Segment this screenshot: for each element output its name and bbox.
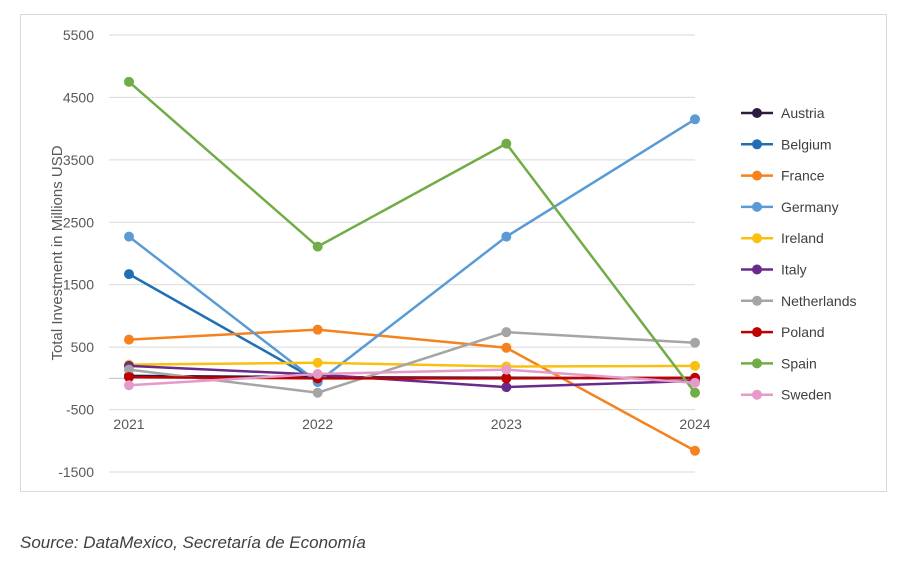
y-tick-label: 4500 [63,89,94,105]
series-line-netherlands [128,330,696,394]
data-point-spain [124,76,134,87]
legend-swatch-marker [752,389,762,400]
data-point-netherlands [690,337,700,348]
data-point-netherlands [501,327,512,338]
x-tick-label: 2023 [491,416,522,432]
data-point-germany [501,231,512,242]
legend-label: Spain [781,355,817,371]
x-tick-label: 2021 [113,416,144,432]
data-point-spain [501,138,512,149]
data-point-germany [124,231,134,242]
series-line-germany [128,118,696,384]
data-point-poland [501,373,512,384]
series-line-italy [128,364,696,389]
x-tick-label: 2022 [302,416,333,432]
legend-label: Netherlands [781,293,857,309]
legend-label: Ireland [781,230,824,246]
data-point-france [690,445,700,456]
data-point-ireland [312,357,323,368]
data-point-ireland [690,360,700,371]
legend-swatch-marker [752,264,762,275]
legend-swatch-marker [752,295,762,306]
legend-swatch-marker [752,233,762,244]
data-point-italy [501,382,512,393]
data-point-sweden [501,364,512,375]
data-point-poland [124,372,134,383]
legend-label: Sweden [781,387,832,403]
data-point-netherlands [312,387,323,398]
chart-frame: 5500 4500 3500 2500 1500 500 -500 -1500 2021 2022… [20,14,887,492]
y-tick-label: 2500 [63,214,94,230]
legend-label: Belgium [781,136,832,152]
legend-label: Italy [781,262,807,278]
legend-label: France [781,168,825,184]
legend-swatch-marker [752,108,762,118]
y-tick-label: 500 [71,339,95,355]
data-point-france [312,324,323,335]
legend-label: Poland [781,324,825,340]
series-line-poland [128,375,696,380]
y-tick-label: -1500 [58,464,94,480]
data-point-germany [690,114,700,125]
legend-swatch-marker [752,170,762,181]
data-point-sweden [690,377,700,388]
y-tick-label: -500 [66,402,94,418]
series-line-sweden [128,368,696,387]
legend-swatch-marker [752,358,762,369]
data-point-netherlands [124,364,134,375]
data-point-belgium [124,269,134,280]
x-tick-label: 2024 [679,416,710,432]
y-axis-label: Total Investment in Millions USD [49,145,66,360]
y-tick-label: 5500 [63,27,94,43]
legend-swatch-marker [752,139,762,150]
legend-swatch-marker [752,327,762,338]
series-line-france [128,328,696,452]
legend-label: Germany [781,199,839,215]
legend-label: Austria [781,105,825,121]
y-tick-label: 3500 [63,152,94,168]
series-line-spain [128,80,696,394]
series-line-ireland [128,361,696,368]
line-chart: 5500 4500 3500 2500 1500 500 -500 -1500 2021 2022… [49,27,857,480]
source-note: Source: DataMexico, Secretaría de Econom… [20,533,366,552]
data-point-spain [690,387,700,398]
data-point-sweden [312,368,323,379]
data-point-france [124,334,134,345]
data-point-france [501,342,512,353]
legend-swatch-marker [752,201,762,212]
data-point-sweden [124,380,134,391]
y-tick-label: 1500 [63,277,94,293]
data-point-spain [312,241,323,252]
